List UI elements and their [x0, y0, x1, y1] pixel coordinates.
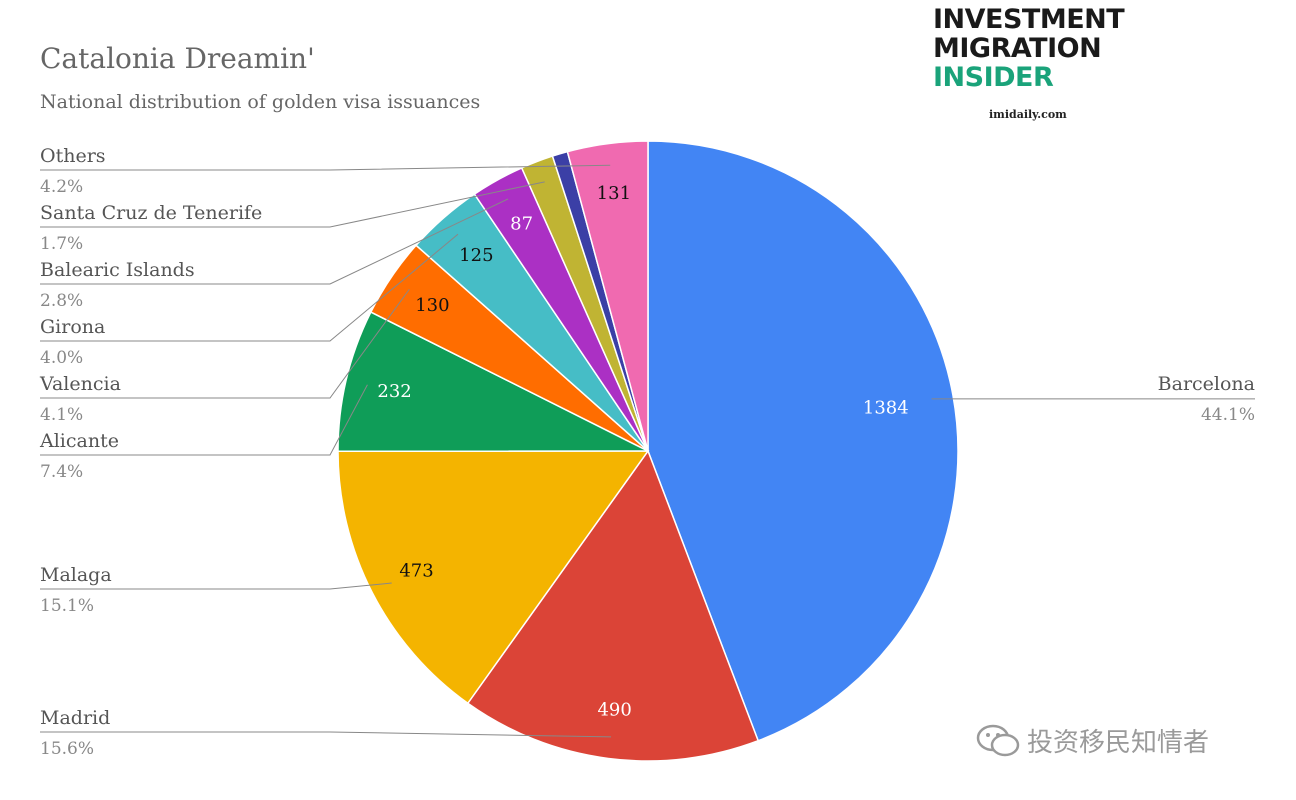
slice-value-valencia: 130	[415, 295, 449, 316]
percent-label-malaga: 15.1%	[40, 596, 94, 616]
callout-labels: Barcelona 44.1% Madrid 15.6% Malaga 15.1% Alic…	[39, 145, 1255, 759]
slice-value-balearic-islands: 87	[510, 213, 533, 234]
logo-line-3: INSIDER	[933, 62, 1054, 93]
logo-line-1: INVESTMENT	[933, 4, 1125, 35]
category-label-madrid: Madrid	[40, 707, 110, 729]
category-label-alicante: Alicante	[39, 430, 119, 452]
leader-line-others	[40, 164, 611, 171]
logo-line-2: MIGRATION	[933, 33, 1102, 64]
wechat-icon	[976, 724, 1020, 756]
percent-label-girona: 4.0%	[40, 348, 83, 368]
imi-logo: INVESTMENT MIGRATION INSIDER imidaily.co…	[925, 0, 1150, 136]
slice-value-girona: 125	[459, 245, 493, 266]
chart-subtitle: National distribution of golden visa iss…	[40, 91, 480, 113]
pie-slice-others	[566, 140, 649, 452]
slice-value-madrid: 490	[597, 699, 631, 720]
category-label-others: Others	[40, 145, 106, 167]
percent-label-barcelona: 44.1%	[1201, 405, 1255, 425]
pie-slice-malaga	[337, 450, 650, 705]
pie-slice-alicante	[337, 311, 649, 453]
pie-slice-barcelona	[647, 140, 959, 742]
leader-line-alicante	[40, 384, 368, 456]
callout-leader-lines	[40, 164, 1255, 738]
pie-slices: 1384 490 473 232 130 125 87 131	[337, 140, 959, 762]
percent-label-santa-cruz-de-tenerife: 1.7%	[40, 234, 83, 254]
category-label-santa-cruz-de-tenerife: Santa Cruz de Tenerife	[40, 202, 262, 224]
leader-line-valencia	[40, 289, 410, 399]
leader-line-malaga	[40, 582, 392, 590]
slice-value-others: 131	[597, 183, 631, 204]
category-label-valencia: Valencia	[39, 373, 121, 395]
slice-value-malaga: 473	[399, 560, 433, 581]
percent-label-valencia: 4.1%	[40, 405, 83, 425]
percent-label-alicante: 7.4%	[40, 462, 83, 482]
category-label-balearic-islands: Balearic Islands	[40, 259, 195, 281]
pie-slice-madrid	[466, 449, 760, 762]
slice-value-barcelona: 1384	[863, 397, 909, 418]
leader-line-girona	[40, 233, 459, 342]
watermark-text: 投资移民知情者	[1027, 728, 1210, 758]
leader-line-madrid	[40, 731, 612, 738]
logo-site: imidaily.com	[989, 108, 1067, 121]
leader-line-balearic-islands	[40, 198, 509, 285]
percent-label-madrid: 15.6%	[40, 739, 94, 759]
percent-label-others: 4.2%	[40, 177, 83, 197]
category-label-barcelona: Barcelona	[1158, 373, 1255, 395]
chart-title: Catalonia Dreamin'	[40, 42, 315, 75]
slice-value-alicante: 232	[377, 381, 411, 402]
wechat-watermark: 投资移民知情者	[975, 722, 1209, 759]
category-label-malaga: Malaga	[40, 564, 112, 586]
percent-label-balearic-islands: 2.8%	[40, 291, 83, 311]
category-label-girona: Girona	[40, 316, 105, 338]
leader-line-santa-cruz-de-tenerife	[40, 181, 545, 228]
